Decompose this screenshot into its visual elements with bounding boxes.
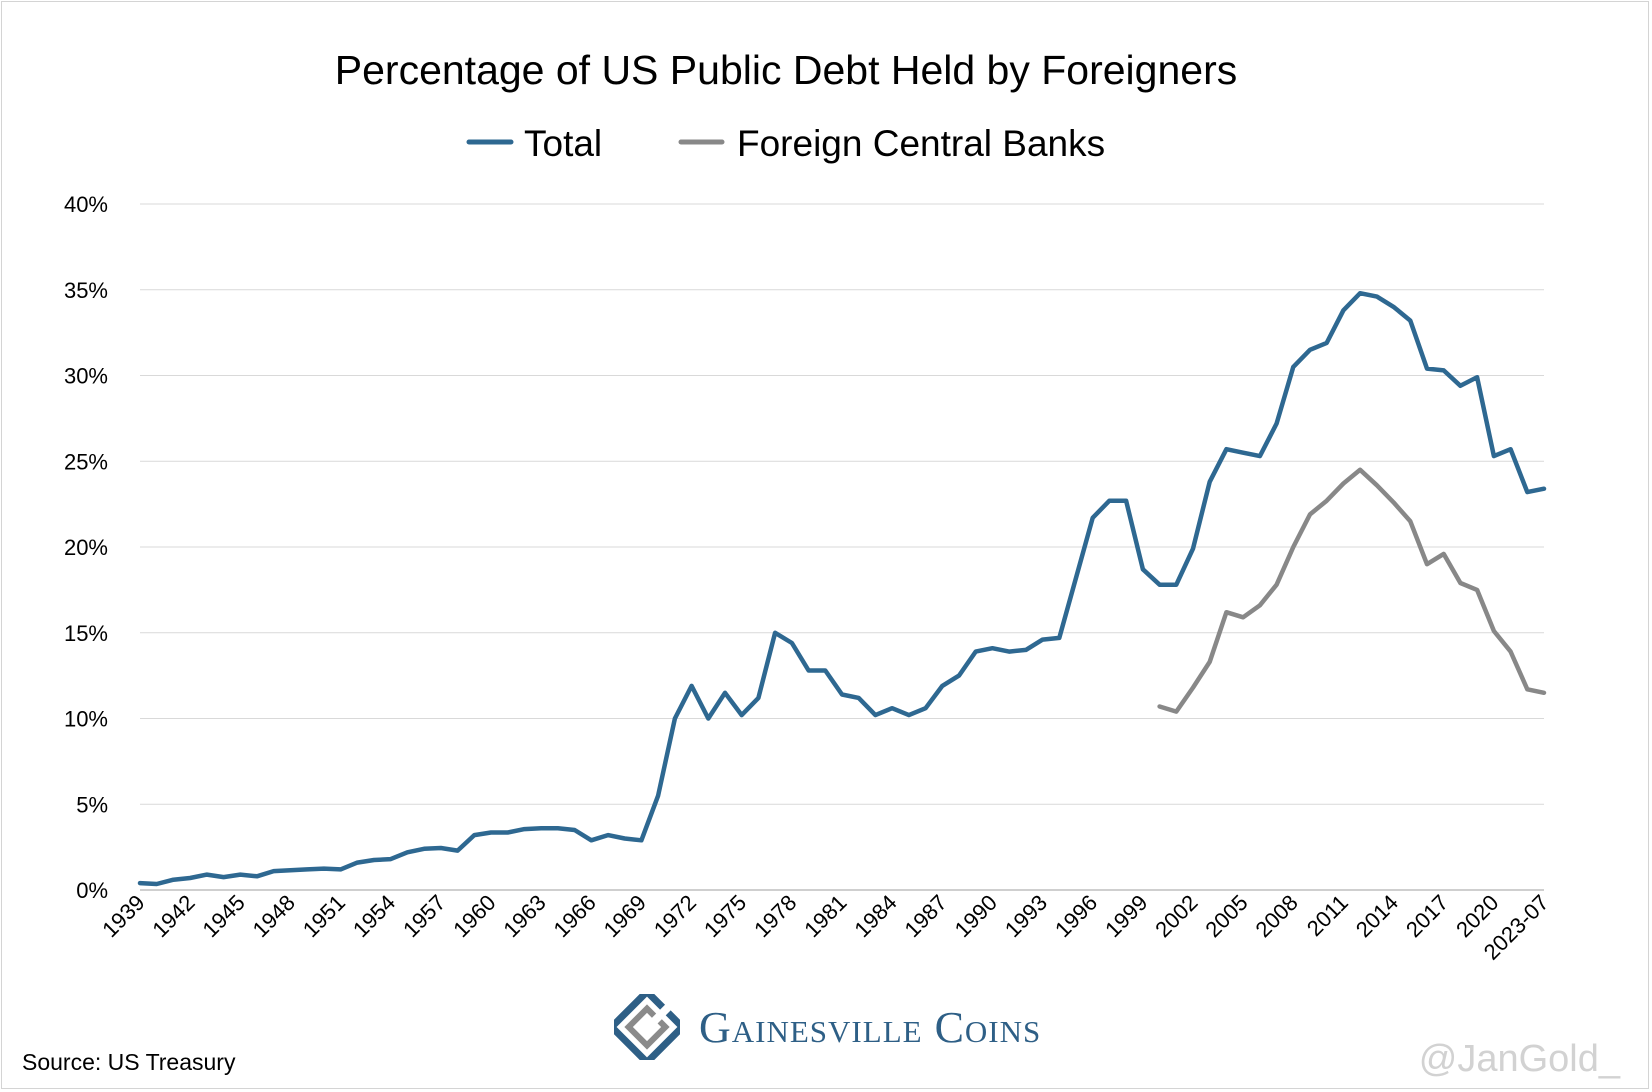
series-line-total [137, 290, 1547, 887]
series-line-central-banks [1157, 467, 1547, 714]
x-tick-label: 2005 [1200, 890, 1252, 942]
x-tick-label: 2017 [1401, 890, 1453, 942]
x-tick-label: 1978 [749, 890, 801, 942]
y-tick-label: 15% [64, 621, 108, 646]
x-tick-label: 1942 [147, 890, 199, 942]
x-tick-label: 1969 [599, 890, 651, 942]
y-tick-label: 10% [64, 707, 108, 732]
x-tick-label: 2011 [1302, 890, 1353, 941]
y-tick-label: 0% [76, 878, 108, 903]
x-tick-label: 1999 [1100, 890, 1152, 942]
y-tick-label: 5% [76, 792, 108, 817]
y-axis: 0% 5% 10% 15% 20% 25% 30% 35% 40% [64, 192, 108, 903]
gainesville-coins-logo: Gainesville Coins [614, 994, 1044, 1076]
x-tick-label: 2002 [1150, 890, 1202, 942]
x-tick-label: 1987 [900, 890, 952, 942]
x-tick-label: 1996 [1050, 890, 1102, 942]
x-tick-label: 1957 [398, 890, 450, 942]
author-watermark: @JanGold_ [1418, 1038, 1620, 1080]
y-tick-label: 25% [64, 449, 108, 474]
series-lines [137, 290, 1547, 887]
x-tick-label: 1966 [549, 890, 601, 942]
legend-label-total: Total [524, 123, 602, 164]
chart-title: Percentage of US Public Debt Held by For… [335, 47, 1237, 93]
x-tick-label: 1975 [699, 890, 751, 942]
legend: Total Foreign Central Banks [466, 123, 1105, 164]
y-tick-label: 20% [64, 535, 108, 560]
source-note: Source: US Treasury [22, 1049, 236, 1075]
gridlines [140, 203, 1544, 891]
x-tick-label: 1981 [799, 890, 851, 942]
y-tick-label: 30% [64, 364, 108, 389]
x-tick-label: 1960 [448, 890, 500, 942]
x-tick-label: 1972 [649, 890, 701, 942]
x-tick-label: 1945 [198, 890, 250, 942]
x-tick-label: 1984 [849, 890, 901, 942]
y-tick-label: 35% [64, 278, 108, 303]
brand-name: Gainesville Coins [699, 1003, 1042, 1052]
x-tick-label: 1990 [950, 890, 1002, 942]
x-tick-label: 2008 [1251, 890, 1303, 942]
x-tick-label: 2014 [1351, 890, 1403, 942]
x-axis: 1939194219451948195119541957196019631966… [97, 889, 1554, 965]
legend-label-central-banks: Foreign Central Banks [737, 123, 1105, 164]
x-tick-label: 1954 [348, 890, 400, 942]
logo-mark-icon [614, 994, 680, 1060]
y-tick-label: 40% [64, 192, 108, 217]
x-tick-label: 1993 [1000, 890, 1052, 942]
x-tick-label: 1963 [498, 890, 550, 942]
x-tick-label: 1951 [298, 890, 350, 942]
x-tick-label: 1948 [248, 890, 300, 942]
